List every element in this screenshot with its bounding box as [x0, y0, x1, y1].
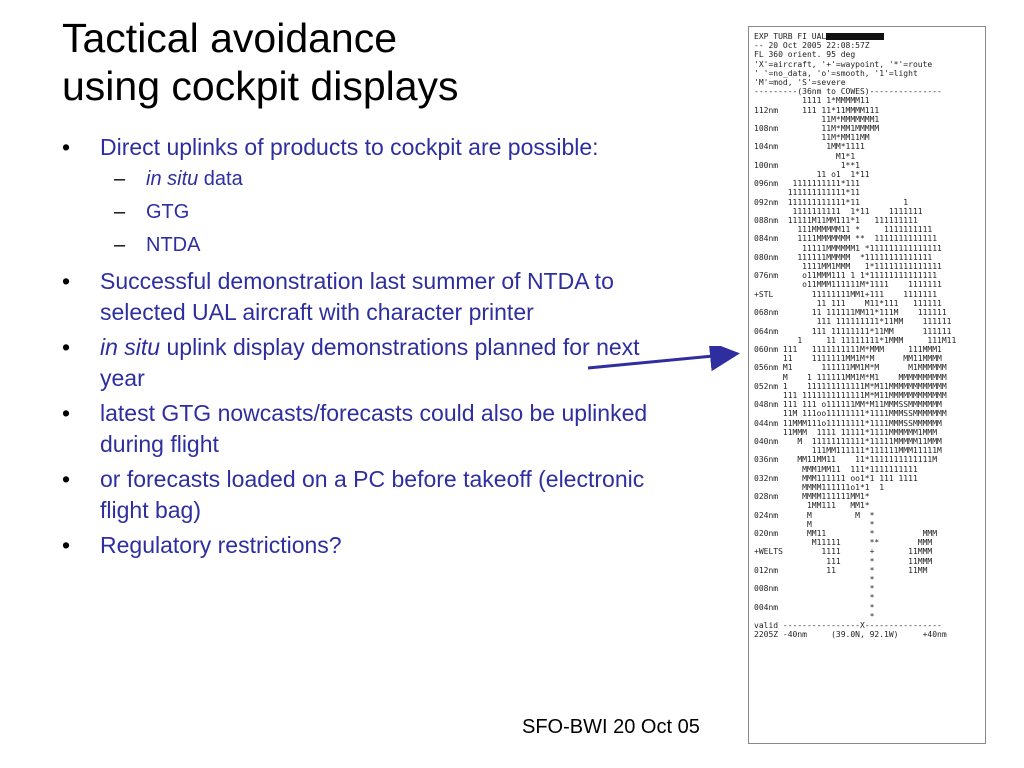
- bullet-item: • Successful demonstration last summer o…: [62, 266, 662, 328]
- bullet-text: Direct uplinks of products to cockpit ar…: [100, 134, 599, 160]
- sub-bullet-text: data: [198, 168, 243, 190]
- bullet-item: • latest GTG nowcasts/forecasts could al…: [62, 398, 662, 460]
- bullet-dot: •: [62, 532, 71, 558]
- bullet-item: • or forecasts loaded on a PC before tak…: [62, 464, 662, 526]
- bullet-item: • Direct uplinks of products to cockpit …: [62, 132, 662, 262]
- bullet-dot: •: [62, 400, 71, 426]
- pointer-arrow-icon: [587, 346, 740, 372]
- bullet-text: Successful demonstration last summer of …: [100, 268, 614, 325]
- bullet-text: latest GTG nowcasts/forecasts could also…: [100, 400, 648, 457]
- slide-title-line-1: Tactical avoidance: [62, 15, 398, 61]
- printout-header-text: EXP TURB FI UAL: [754, 32, 827, 41]
- sub-bullet-dash: –: [114, 168, 126, 190]
- bullet-item: • Regulatory restrictions?: [62, 530, 662, 561]
- sub-bullet-text: GTG: [146, 201, 190, 223]
- bullet-dot: •: [62, 466, 71, 492]
- sub-bullet-item: – GTG: [100, 196, 662, 229]
- sub-bullet-item: – in situ data: [100, 163, 662, 196]
- sub-bullet-italic-text: in situ: [146, 168, 199, 190]
- sub-bullet-dash: –: [114, 201, 126, 223]
- turbulence-printout: EXP TURB FI UAL -- 20 Oct 2005 22:08:57Z…: [748, 26, 986, 744]
- printout-header: EXP TURB FI UAL: [754, 32, 985, 41]
- bullet-dot: •: [62, 134, 71, 160]
- bullet-text: uplink display demonstrations planned fo…: [100, 334, 640, 391]
- bullet-italic-lead: in situ: [100, 334, 161, 360]
- sub-bullet-text: NTDA: [146, 234, 201, 256]
- bullet-item: • in situ uplink display demonstrations …: [62, 332, 662, 394]
- slide-footer: SFO-BWI 20 Oct 05: [522, 716, 700, 738]
- bullet-text: Regulatory restrictions?: [100, 532, 342, 558]
- sub-bullet-item: – NTDA: [100, 229, 662, 262]
- sub-bullet-dash: –: [114, 234, 126, 256]
- bullet-text: or forecasts loaded on a PC before takeo…: [100, 466, 645, 523]
- slide-title-line-2: using cockpit displays: [62, 63, 459, 109]
- printout-body: -- 20 Oct 2005 22:08:57Z FL 360 orient. …: [754, 41, 957, 640]
- bullet-dot: •: [62, 268, 71, 294]
- sub-bullet-list: – in situ data – GTG – NTDA: [100, 163, 662, 262]
- bullet-dot: •: [62, 334, 71, 360]
- slide-title: Tactical avoidance using cockpit display…: [62, 14, 459, 110]
- bullet-list: • Direct uplinks of products to cockpit …: [62, 132, 662, 565]
- redaction-bar: [826, 33, 885, 40]
